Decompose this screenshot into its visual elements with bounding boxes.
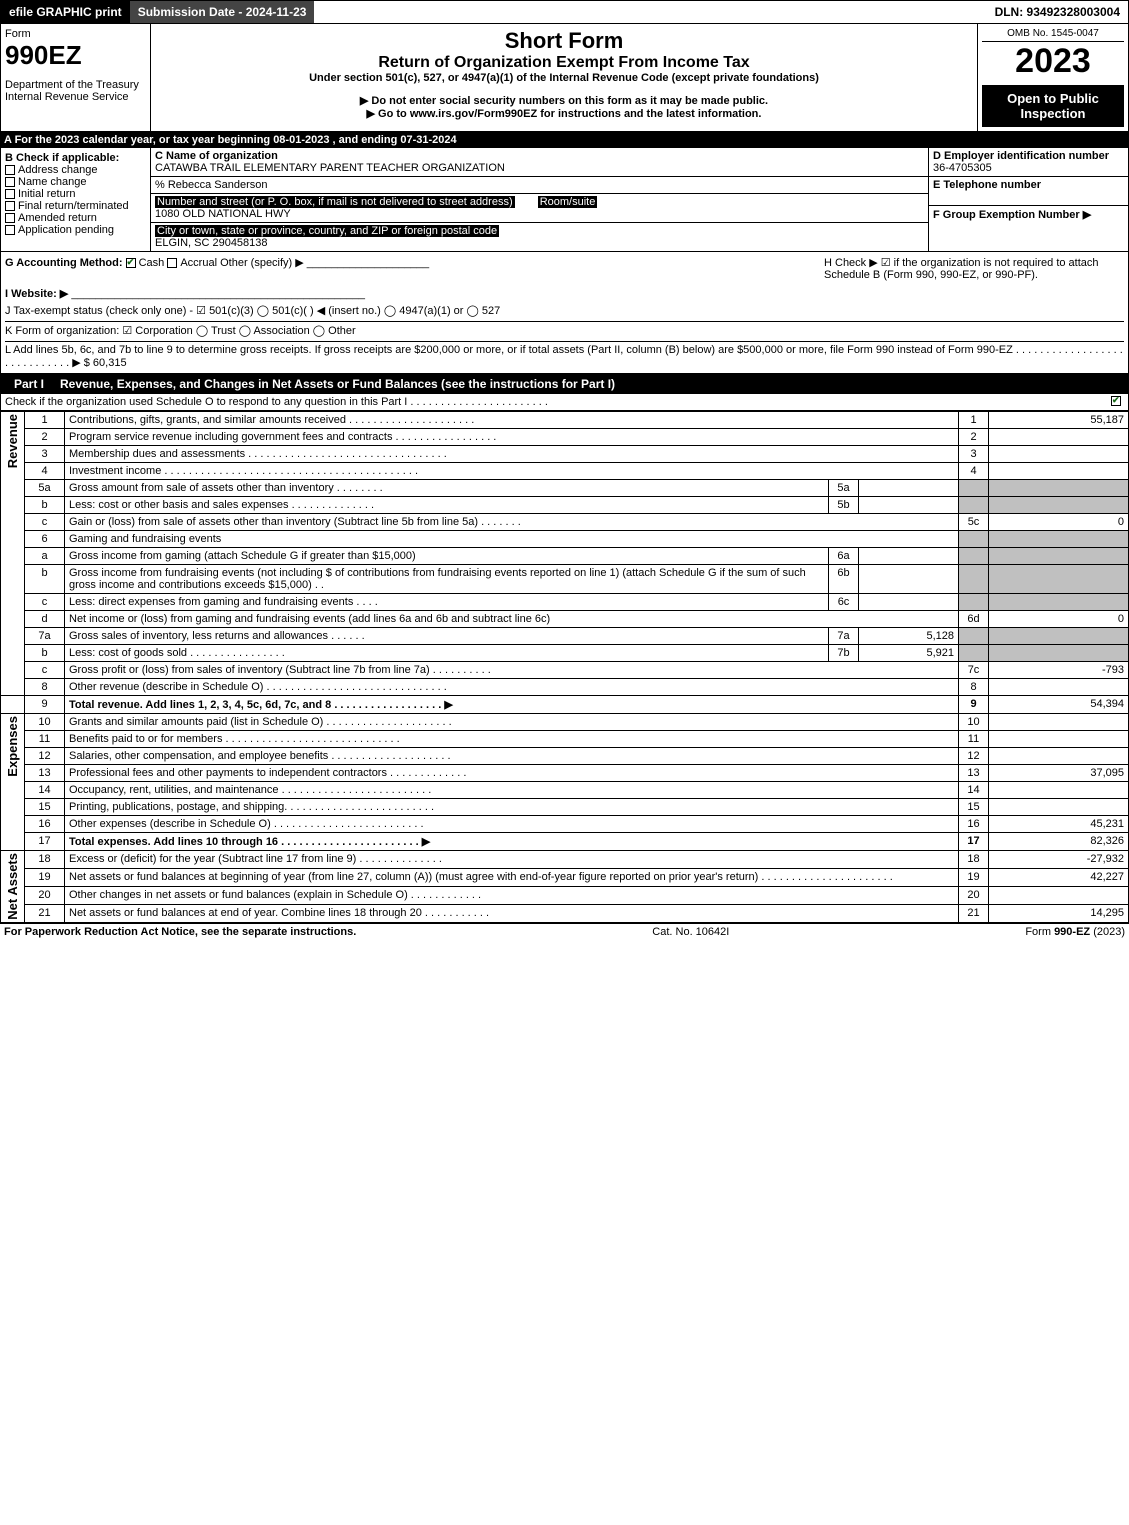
- page-footer: For Paperwork Reduction Act Notice, see …: [0, 923, 1129, 940]
- cb-initial-return[interactable]: Initial return: [5, 188, 146, 200]
- row-9: 9Total revenue. Add lines 1, 2, 3, 4, 5c…: [1, 696, 1129, 714]
- ssn-warning: ▶ Do not enter social security numbers o…: [155, 94, 973, 107]
- row-6c: cLess: direct expenses from gaming and f…: [1, 594, 1129, 611]
- netassets-section-label: Net Assets: [5, 853, 20, 920]
- part1-label: Part I: [6, 377, 52, 391]
- box-b: B Check if applicable: Address change Na…: [1, 148, 151, 251]
- row-8: 8Other revenue (describe in Schedule O) …: [1, 679, 1129, 696]
- cb-amended-return[interactable]: Amended return: [5, 212, 146, 224]
- row-21: 21Net assets or fund balances at end of …: [1, 904, 1129, 922]
- dept-label: Department of the Treasury: [5, 79, 146, 91]
- city-value: ELGIN, SC 290458138: [155, 237, 268, 249]
- part1-header: Part I Revenue, Expenses, and Changes in…: [0, 374, 1129, 394]
- open-to-public: Open to Public Inspection: [982, 85, 1124, 127]
- expenses-section-label: Expenses: [5, 716, 20, 777]
- form-word: Form: [5, 28, 146, 40]
- city-label: City or town, state or province, country…: [155, 225, 499, 237]
- line-l: L Add lines 5b, 6c, and 7b to line 9 to …: [5, 341, 1124, 369]
- form-header: Form 990EZ Department of the Treasury In…: [0, 24, 1129, 132]
- row-11: 11Benefits paid to or for members . . . …: [1, 731, 1129, 748]
- line-j: J Tax-exempt status (check only one) - ☑…: [5, 304, 1124, 317]
- part1-check-row: Check if the organization used Schedule …: [0, 394, 1129, 411]
- org-info-row: B Check if applicable: Address change Na…: [0, 148, 1129, 252]
- box-def: D Employer identification number36-47053…: [928, 148, 1128, 251]
- row-3: 3Membership dues and assessments . . . .…: [1, 446, 1129, 463]
- box-c-title: C Name of organization: [155, 150, 278, 162]
- row-5b: bLess: cost or other basis and sales exp…: [1, 497, 1129, 514]
- revenue-section-label: Revenue: [5, 414, 20, 468]
- row-7b: bLess: cost of goods sold . . . . . . . …: [1, 645, 1129, 662]
- row-7a: 7aGross sales of inventory, less returns…: [1, 628, 1129, 645]
- header-left: Form 990EZ Department of the Treasury In…: [1, 24, 151, 131]
- cb-final-return[interactable]: Final return/terminated: [5, 200, 146, 212]
- form-subtitle: Return of Organization Exempt From Incom…: [155, 54, 973, 72]
- cb-name-change[interactable]: Name change: [5, 176, 146, 188]
- row-6a: aGross income from gaming (attach Schedu…: [1, 548, 1129, 565]
- part1-check-text: Check if the organization used Schedule …: [5, 396, 1111, 408]
- row-6d: dNet income or (loss) from gaming and fu…: [1, 611, 1129, 628]
- row-17: 17Total expenses. Add lines 10 through 1…: [1, 833, 1129, 851]
- row-13: 13Professional fees and other payments t…: [1, 765, 1129, 782]
- row-16: 16Other expenses (describe in Schedule O…: [1, 816, 1129, 833]
- footer-left: For Paperwork Reduction Act Notice, see …: [4, 926, 356, 938]
- room-label: Room/suite: [538, 196, 598, 208]
- omb-number: OMB No. 1545-0047: [982, 28, 1124, 42]
- tax-year: 2023: [982, 42, 1124, 81]
- street-label: Number and street (or P. O. box, if mail…: [155, 196, 515, 208]
- row-14: 14Occupancy, rent, utilities, and mainte…: [1, 782, 1129, 799]
- row-6b: bGross income from fundraising events (n…: [1, 565, 1129, 594]
- row-4: 4Investment income . . . . . . . . . . .…: [1, 463, 1129, 480]
- footer-form: Form 990-EZ (2023): [1025, 926, 1125, 938]
- row-20: 20Other changes in net assets or fund ba…: [1, 886, 1129, 904]
- org-name: CATAWBA TRAIL ELEMENTARY PARENT TEACHER …: [155, 162, 505, 174]
- box-c: C Name of organizationCATAWBA TRAIL ELEM…: [151, 148, 928, 251]
- footer-cat: Cat. No. 10642I: [652, 926, 729, 938]
- part1-title: Revenue, Expenses, and Changes in Net As…: [60, 377, 615, 391]
- line-k: K Form of organization: ☑ Corporation ◯ …: [5, 321, 1124, 337]
- irs-label: Internal Revenue Service: [5, 91, 146, 103]
- part1-table: Revenue 1Contributions, gifts, grants, a…: [0, 411, 1129, 923]
- row-2: 2Program service revenue including gover…: [1, 429, 1129, 446]
- lines-g-to-l: G Accounting Method: Cash Accrual Other …: [0, 252, 1129, 374]
- row-12: 12Salaries, other compensation, and empl…: [1, 748, 1129, 765]
- efile-label[interactable]: efile GRAPHIC print: [1, 1, 130, 23]
- box-b-title: B Check if applicable:: [5, 152, 146, 164]
- row-5c: cGain or (loss) from sale of assets othe…: [1, 514, 1129, 531]
- cb-address-change[interactable]: Address change: [5, 164, 146, 176]
- form-title: Short Form: [155, 28, 973, 54]
- row-6: 6Gaming and fundraising events: [1, 531, 1129, 548]
- line-a: A For the 2023 calendar year, or tax yea…: [0, 132, 1129, 148]
- box-e-title: E Telephone number: [933, 179, 1041, 191]
- top-bar: efile GRAPHIC print Submission Date - 20…: [0, 0, 1129, 24]
- box-f-title: F Group Exemption Number ▶: [933, 209, 1091, 221]
- row-15: 15Printing, publications, postage, and s…: [1, 799, 1129, 816]
- dln: DLN: 93492328003004: [987, 1, 1128, 23]
- row-5a: 5aGross amount from sale of assets other…: [1, 480, 1129, 497]
- cb-application-pending[interactable]: Application pending: [5, 224, 146, 236]
- header-right: OMB No. 1545-0047 2023 Open to Public In…: [978, 24, 1128, 131]
- box-d-title: D Employer identification number: [933, 150, 1109, 162]
- goto-link[interactable]: ▶ Go to www.irs.gov/Form990EZ for instru…: [155, 107, 973, 120]
- cb-schedule-o[interactable]: [1111, 396, 1121, 406]
- row-18: Net Assets 18Excess or (deficit) for the…: [1, 851, 1129, 869]
- line-g-label: G Accounting Method:: [5, 257, 123, 269]
- form-number: 990EZ: [5, 40, 146, 71]
- line-h: H Check ▶ ☑ if the organization is not r…: [824, 256, 1124, 281]
- care-of: % Rebecca Sanderson: [151, 176, 928, 193]
- street-value: 1080 OLD NATIONAL HWY: [155, 208, 291, 220]
- cb-cash[interactable]: [126, 258, 136, 268]
- ein-value: 36-4705305: [933, 162, 992, 174]
- row-7c: cGross profit or (loss) from sales of in…: [1, 662, 1129, 679]
- submission-date: Submission Date - 2024-11-23: [130, 1, 315, 23]
- under-section: Under section 501(c), 527, or 4947(a)(1)…: [155, 72, 973, 84]
- line-i: I Website: ▶: [5, 288, 68, 300]
- row-10: Expenses 10Grants and similar amounts pa…: [1, 714, 1129, 731]
- row-19: 19Net assets or fund balances at beginni…: [1, 868, 1129, 886]
- row-1: Revenue 1Contributions, gifts, grants, a…: [1, 412, 1129, 429]
- header-mid: Short Form Return of Organization Exempt…: [151, 24, 978, 131]
- cb-accrual[interactable]: [167, 258, 177, 268]
